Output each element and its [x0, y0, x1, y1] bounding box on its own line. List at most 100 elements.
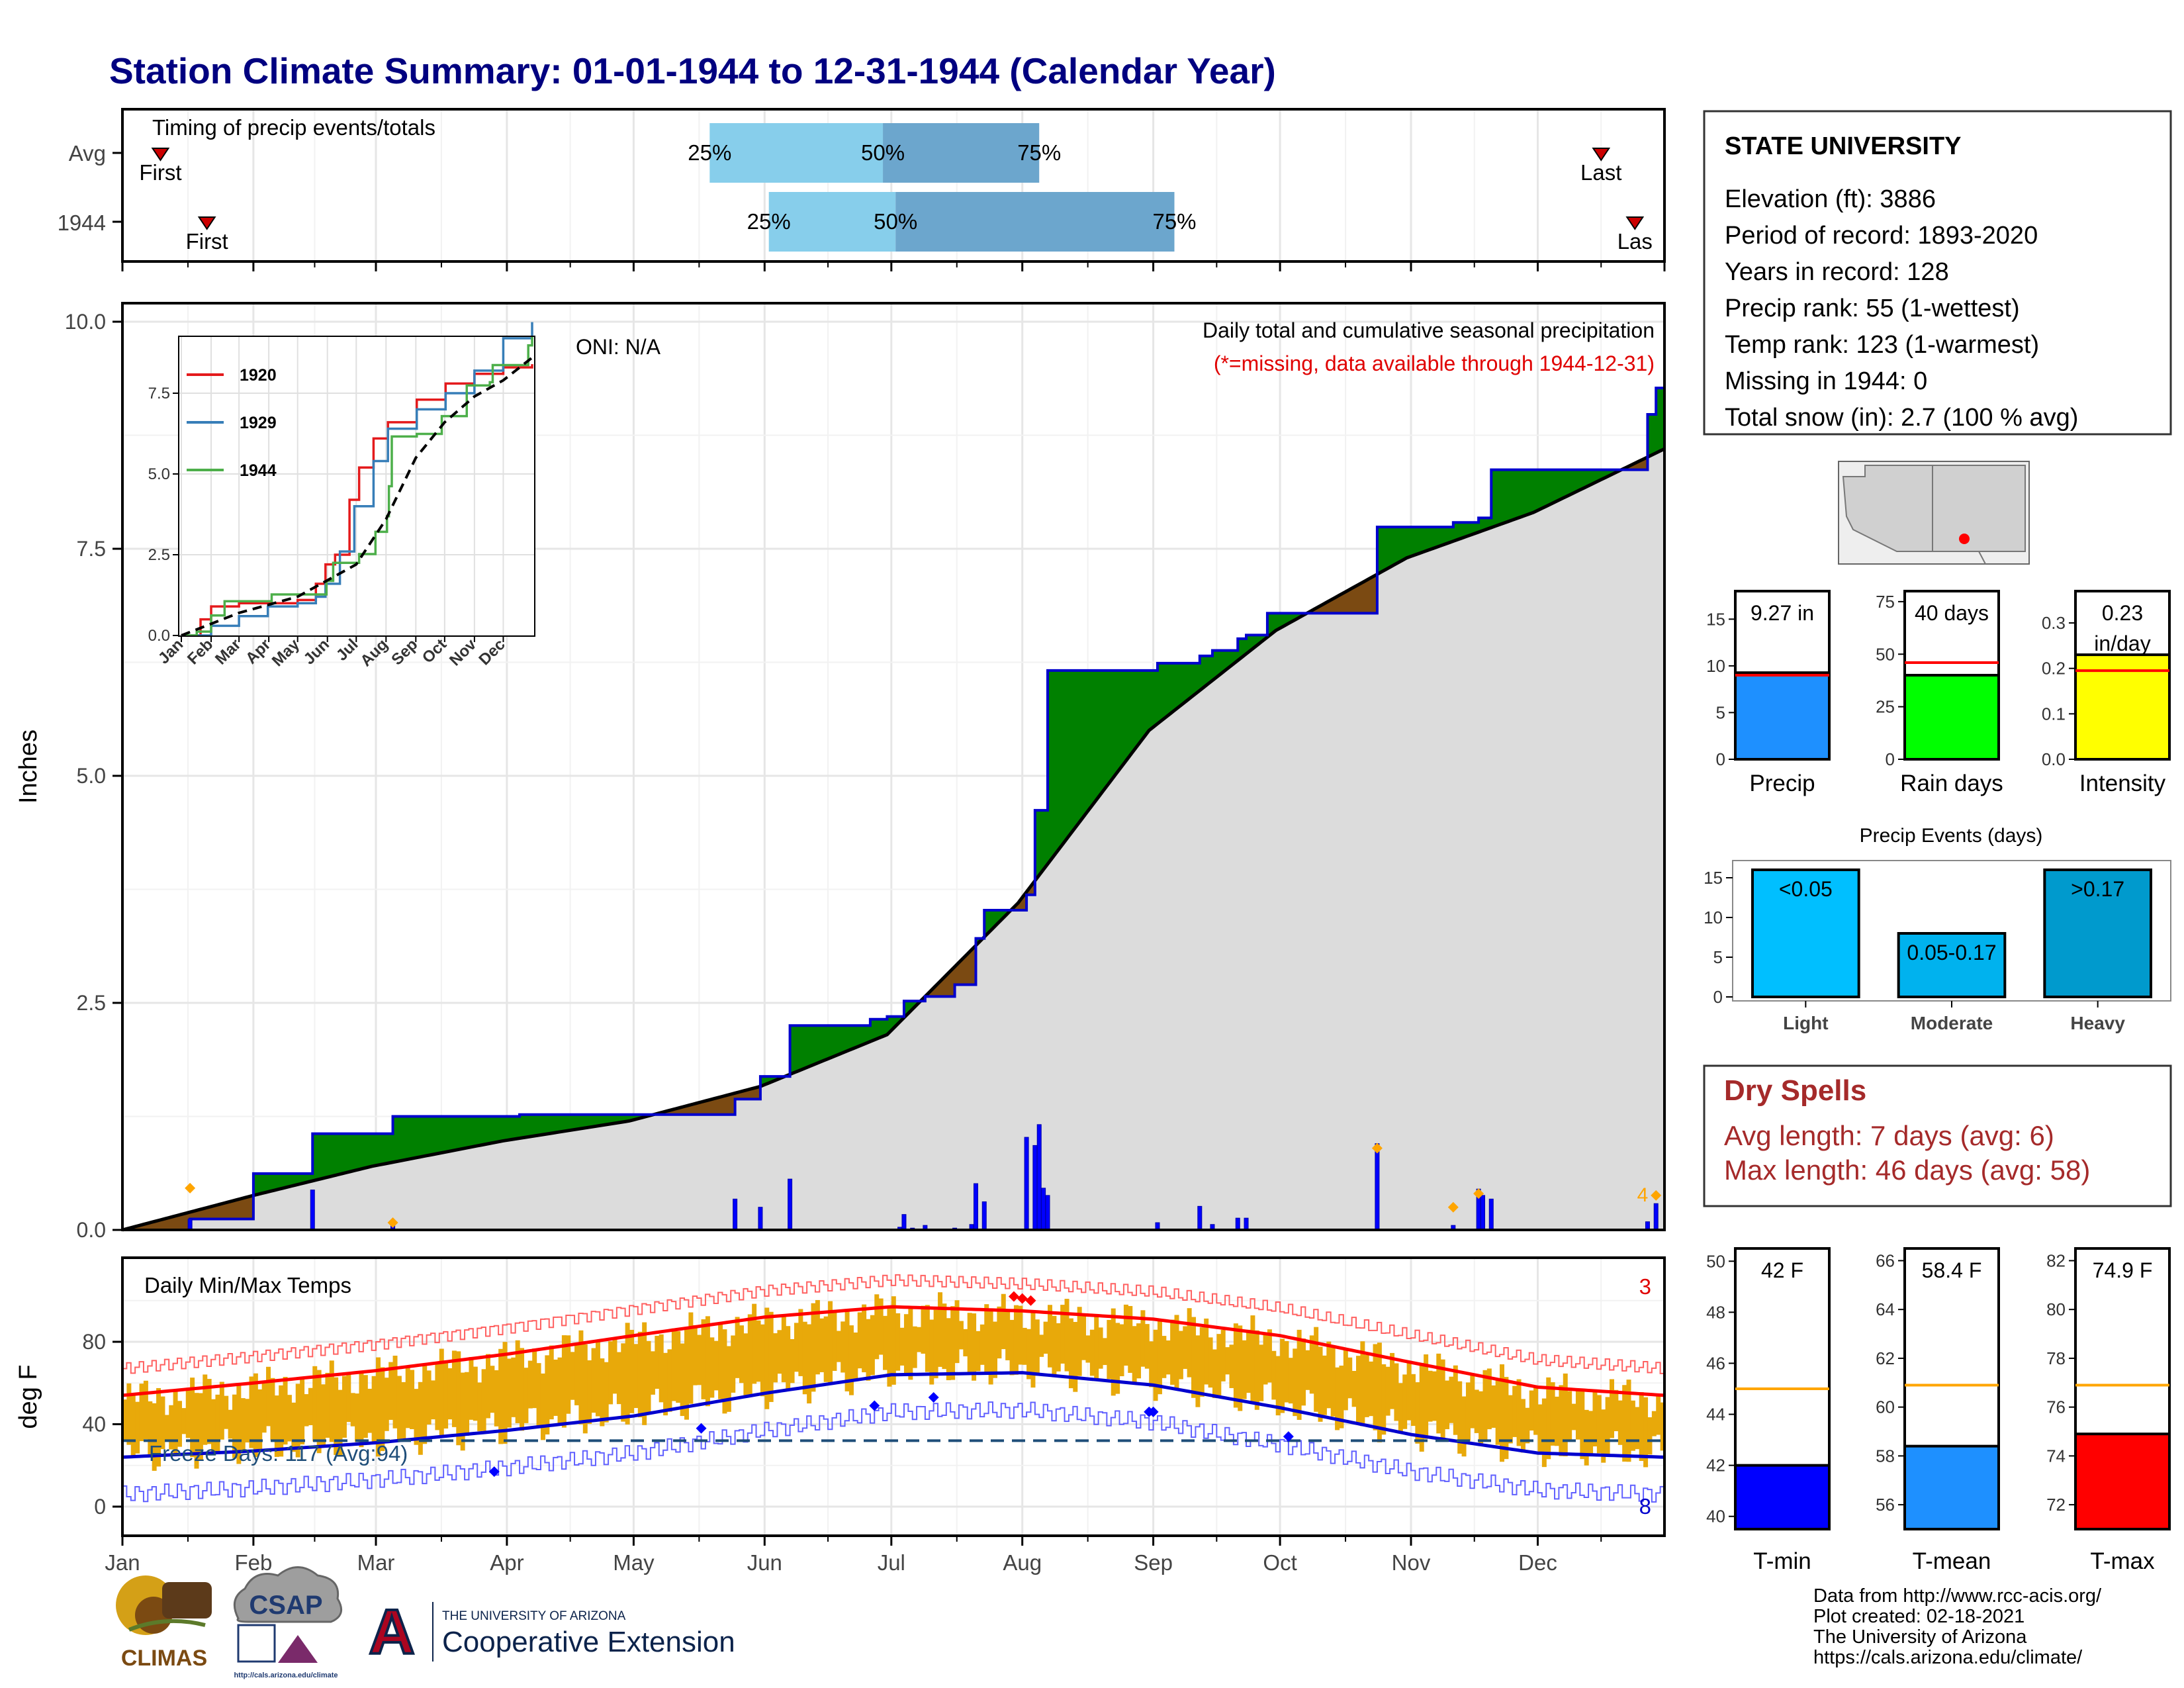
inset-series-1929: [181, 322, 533, 637]
events-bar-label-moderate: 0.05-0.17: [1907, 941, 1996, 964]
temp-day-bar: [270, 1378, 275, 1440]
temp-day-bar: [705, 1316, 710, 1407]
temp-day-bar: [1605, 1397, 1610, 1456]
temp-day-bar: [1377, 1342, 1382, 1442]
temp-day-bar: [173, 1389, 178, 1456]
temp-day-bar: [781, 1315, 786, 1383]
temp-day-bar: [1347, 1357, 1353, 1399]
temp-day-bar: [1280, 1338, 1285, 1413]
temp-day-bar: [823, 1316, 829, 1382]
temp-day-bar: [1233, 1323, 1238, 1408]
temp-day-bar: [490, 1366, 495, 1413]
temp-day-bar: [1614, 1389, 1619, 1432]
temp-day-bar: [1559, 1385, 1564, 1456]
temp-day-bar: [1157, 1320, 1162, 1395]
missing-note: (*=missing, data available through 1944-…: [1214, 352, 1655, 375]
temp-day-bar: [1149, 1341, 1154, 1387]
temp-day-bar: [697, 1335, 702, 1385]
daily-precip-bar: [1480, 1195, 1486, 1231]
dry-spells-avg: Avg length: 7 days (avg: 6): [1724, 1120, 2054, 1151]
temp-day-bar: [152, 1403, 157, 1471]
timing-bar-q50-q75-1944: [895, 192, 1175, 252]
summary-value-label-t_min: 42 F: [1761, 1258, 1803, 1282]
temp-day-bar: [938, 1292, 943, 1367]
precip-events-chart: Precip Events (days) 0 5 10 15 <0.05 Light 0.0…: [1704, 825, 2171, 1033]
tmax-record-marker: [1008, 1291, 1019, 1302]
daily-precip-bar: [1036, 1124, 1042, 1231]
temp-day-bar: [122, 1399, 127, 1441]
csap-logo-mountain: [278, 1635, 318, 1663]
temp-day-bar: [1195, 1335, 1201, 1407]
temp-day-bar: [1482, 1370, 1488, 1442]
timing-q50-label: 50%: [861, 140, 905, 165]
events-category-heavy: Heavy: [2070, 1013, 2125, 1033]
temp-day-bar: [520, 1348, 525, 1431]
events-bar-moderate: [1897, 932, 2007, 998]
csap-logo: CSAP http://cals.arizona.edu/climate: [233, 1566, 343, 1679]
temp-day-bar: [752, 1303, 757, 1384]
precip-record-marker: [1651, 1190, 1662, 1201]
summary-bar-value-intensity: [2074, 653, 2171, 761]
daily-precip-bar: [901, 1214, 907, 1231]
temp-day-bar: [1309, 1335, 1314, 1394]
temp-day-bar: [1170, 1319, 1175, 1385]
temp-day-bar: [1339, 1365, 1344, 1429]
temp-day-bar: [1048, 1305, 1052, 1368]
daily-precip-bar: [1032, 1145, 1038, 1231]
temp-day-bar: [274, 1395, 279, 1457]
temp-day-bar: [1470, 1374, 1475, 1429]
temp-day-bar: [1449, 1376, 1454, 1423]
temp-day-bar: [266, 1366, 271, 1427]
temp-day-bar: [1013, 1305, 1019, 1375]
temp-day-bar: [1385, 1366, 1390, 1416]
temp-day-bar: [359, 1373, 364, 1448]
daily-precip-bar: [1041, 1188, 1046, 1231]
temp-day-bar: [798, 1309, 803, 1376]
summary-y-tick-label: 78: [2046, 1348, 2066, 1368]
temp-day-bar: [316, 1370, 322, 1454]
temp-day-bar: [1293, 1348, 1298, 1417]
temp-day-bar: [574, 1344, 580, 1405]
summary-bar-value-precip_total: [1734, 671, 1831, 761]
inset-series-1920: [181, 364, 533, 637]
summary-value-label-rain_days: 40 days: [1915, 601, 1989, 625]
temp-day-bar: [1351, 1370, 1357, 1407]
temp-day-bar: [802, 1321, 807, 1395]
temp-day-bar: [954, 1300, 960, 1364]
temp-day-bar: [206, 1379, 212, 1444]
temp-day-bar: [756, 1320, 761, 1382]
summary-y-tick-label: 50: [1706, 1251, 1725, 1271]
month-label-apr: Apr: [490, 1550, 523, 1575]
tmin-record-marker: [869, 1400, 880, 1411]
temp-day-bar: [1580, 1389, 1585, 1460]
temp-day-bar: [1406, 1361, 1412, 1421]
temp-y-tick-label: 80: [82, 1330, 106, 1354]
temp-day-bar: [1571, 1403, 1576, 1430]
first-event-marker: [151, 148, 170, 162]
temp-day-bar: [232, 1394, 237, 1458]
temp-day-bar: [536, 1363, 541, 1426]
temp-day-bar: [887, 1307, 892, 1387]
timing-bar-q50-q75-avg: [883, 123, 1040, 183]
temp-day-bar: [760, 1324, 765, 1397]
temp-day-bar: [181, 1408, 187, 1434]
temp-day-bar: [1068, 1318, 1073, 1389]
temp-day-bar: [1373, 1344, 1378, 1430]
temp-day-bar: [946, 1318, 951, 1381]
temp-day-bar: [967, 1313, 972, 1375]
temp-day-bar: [1651, 1411, 1657, 1436]
timing-panel: Timing of precip events/totals Avg 1944 …: [58, 108, 1666, 271]
month-label-nov: Nov: [1392, 1550, 1431, 1575]
temp-day-bar: [1575, 1390, 1580, 1440]
temp-day-bar: [291, 1402, 296, 1452]
precip-y-tick-label: 7.5: [77, 537, 106, 561]
summary-y-tick-label: 80: [2046, 1299, 2066, 1319]
temp-day-bar: [684, 1329, 689, 1420]
temp-day-bar: [1212, 1349, 1217, 1399]
map-newmexico-shape: [1932, 465, 2026, 552]
temp-day-bar: [1516, 1379, 1522, 1446]
temp-day-bar: [929, 1319, 934, 1385]
temp-day-bar: [1001, 1293, 1006, 1350]
temp-day-bar: [570, 1352, 575, 1400]
month-label-may: May: [613, 1550, 655, 1575]
